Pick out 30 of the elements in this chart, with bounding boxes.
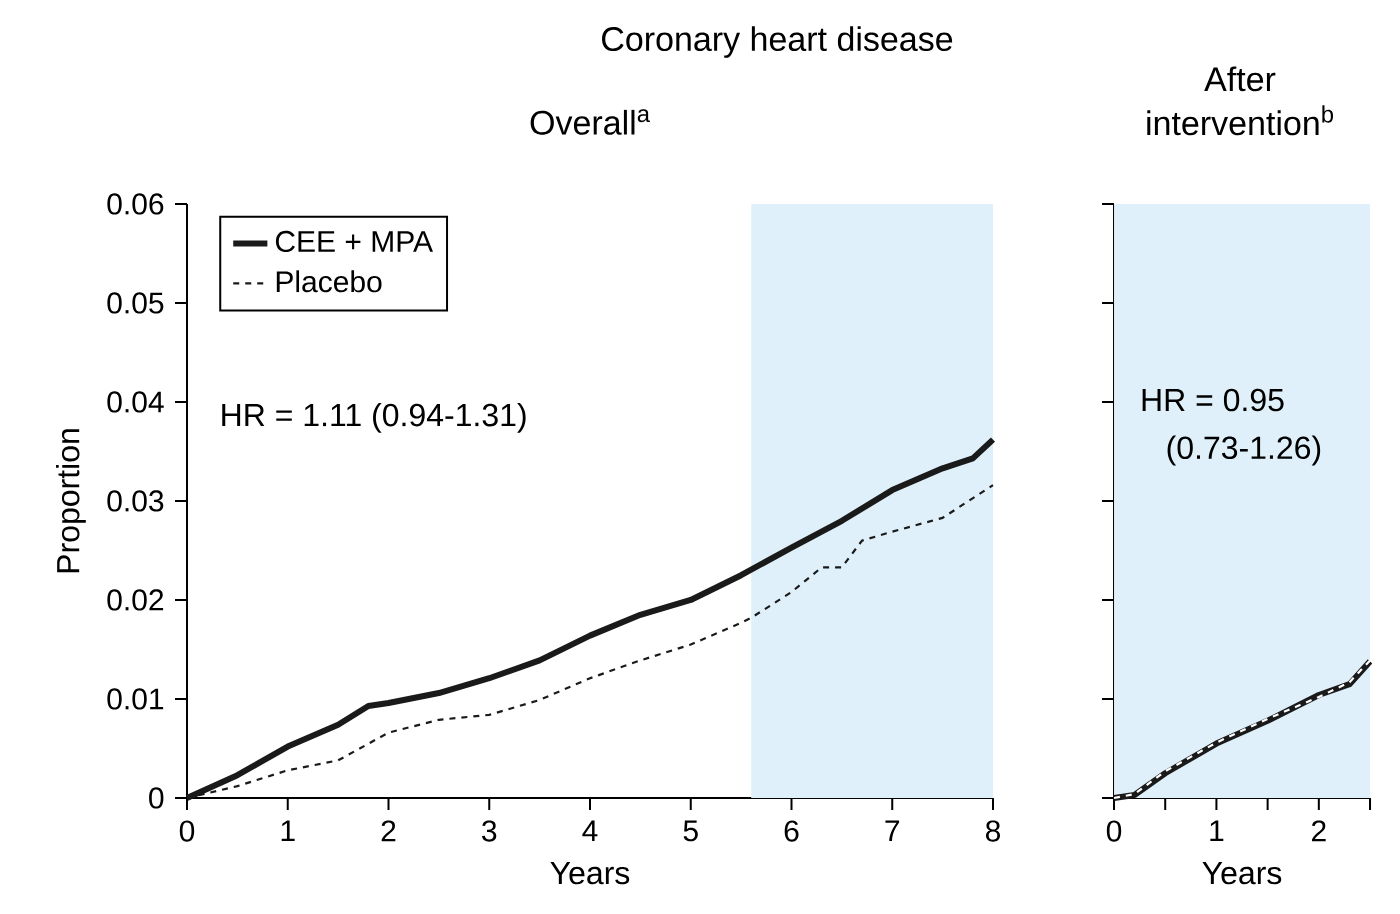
- y-tick-label: 0.06: [107, 193, 164, 215]
- y-tick-label: 0.04: [107, 391, 164, 413]
- y-tick-label: 0: [149, 787, 164, 809]
- legend-label: CEE + MPA: [275, 230, 433, 253]
- x-tick-label: 6: [784, 820, 799, 842]
- legend-label: Placebo: [276, 270, 382, 293]
- chart-title: After intervention$^{b}$: [1147, 66, 1334, 136]
- x-axis-title: Years: [1202, 862, 1282, 885]
- y-tick-label: 0.01: [107, 688, 164, 710]
- chart-title: Coronary heart disease: [602, 26, 953, 58]
- x-tick-label: 1: [1210, 820, 1224, 842]
- x-tick-label: 2: [381, 820, 396, 842]
- x-tick-label: 3: [482, 820, 497, 842]
- x-tick-label: 0: [1106, 820, 1122, 842]
- annotation: HR = 0.95: [1142, 388, 1284, 412]
- x-tick-label: 2: [1311, 820, 1326, 842]
- annotation: (0.73-1.26): [1167, 435, 1321, 466]
- x-tick-label: 8: [985, 820, 1001, 842]
- y-tick-label: 0.02: [107, 589, 164, 611]
- chart-subtitle: Overall$^{a}$: [530, 109, 650, 135]
- y-axis-title: Proportion: [55, 429, 86, 573]
- x-tick-label: 5: [683, 820, 698, 842]
- y-tick-label: 0.03: [107, 490, 164, 512]
- x-tick-label: 1: [281, 820, 295, 842]
- x-tick-label: 0: [179, 820, 195, 842]
- y-tick-label: 0.05: [107, 292, 164, 314]
- x-axis-title: Years: [550, 862, 630, 885]
- x-tick-label: 7: [885, 820, 900, 842]
- annotation: HR = 1.11 (0.94-1.31): [222, 402, 526, 433]
- x-tick-label: 4: [582, 820, 598, 842]
